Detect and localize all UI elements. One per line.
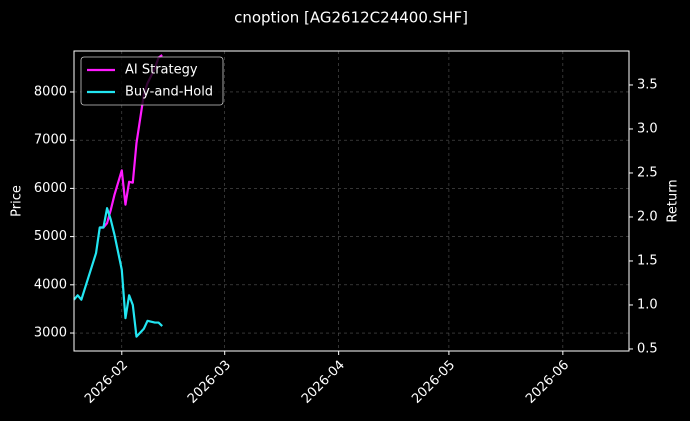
y-tick-label: 6000	[34, 181, 67, 196]
y-tick-label: 4000	[34, 277, 67, 292]
line-series	[73, 207, 163, 338]
y2-tick-label: 3.5	[637, 77, 658, 92]
y2-tick-label: 2.5	[637, 165, 658, 180]
y-tick-label: 5000	[34, 229, 67, 244]
x-tick-label: 2026-03	[185, 358, 234, 407]
legend-label: Buy-and-Hold	[125, 85, 213, 100]
y2-tick-label: 0.5	[637, 341, 658, 356]
y2-axis-label: Return	[666, 179, 681, 222]
y-tick-label: 8000	[34, 84, 67, 99]
y2-tick-label: 2.0	[637, 209, 658, 224]
plot-frame	[73, 50, 630, 352]
x-tick-label: 2026-04	[299, 358, 348, 407]
legend-label: AI Strategy	[125, 63, 198, 78]
legend-box	[80, 56, 224, 106]
y2-tick-label: 3.0	[637, 121, 658, 136]
y-tick-label: 7000	[34, 133, 67, 148]
y2-tick-label: 1.0	[637, 297, 658, 312]
y-tick-label: 3000	[34, 326, 67, 341]
y-axis-label: Price	[10, 185, 25, 217]
x-tick-label: 2026-06	[523, 358, 572, 407]
y2-tick-label: 1.5	[637, 253, 658, 268]
chart-title: cnoption [AG2612C24400.SHF]	[234, 9, 468, 27]
x-tick-label: 2026-05	[409, 358, 458, 407]
x-tick-label: 2026-02	[82, 358, 131, 407]
